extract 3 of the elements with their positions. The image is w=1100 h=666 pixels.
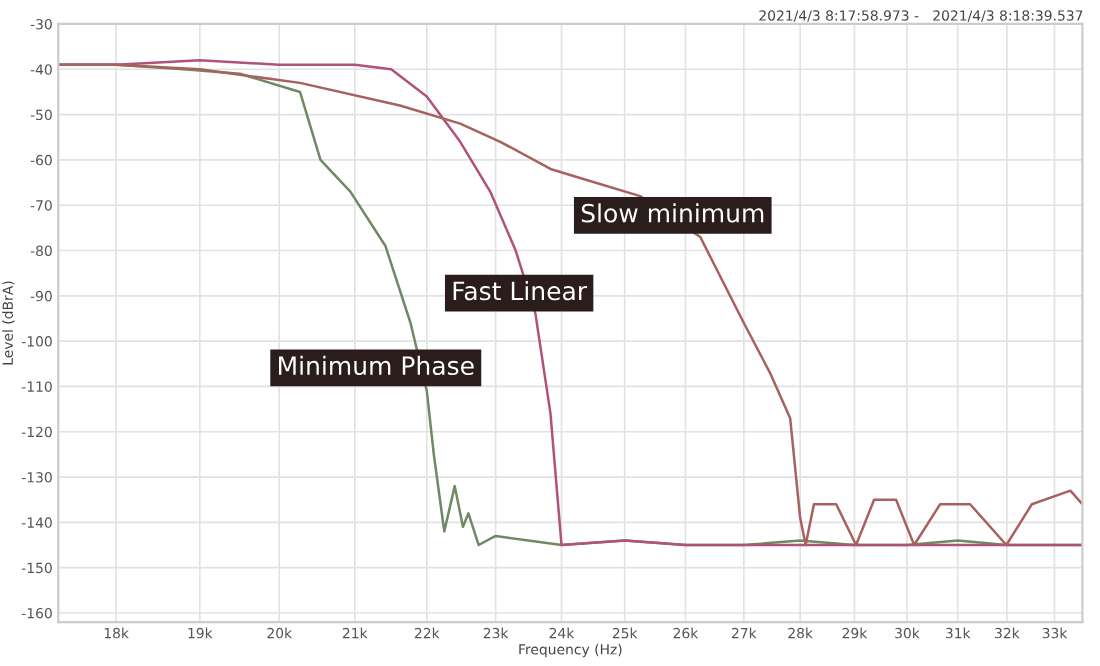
series-label: Slow minimum xyxy=(581,203,764,223)
series-label: Fast Linear xyxy=(453,281,588,301)
series-label: Minimum Phase xyxy=(279,355,474,376)
